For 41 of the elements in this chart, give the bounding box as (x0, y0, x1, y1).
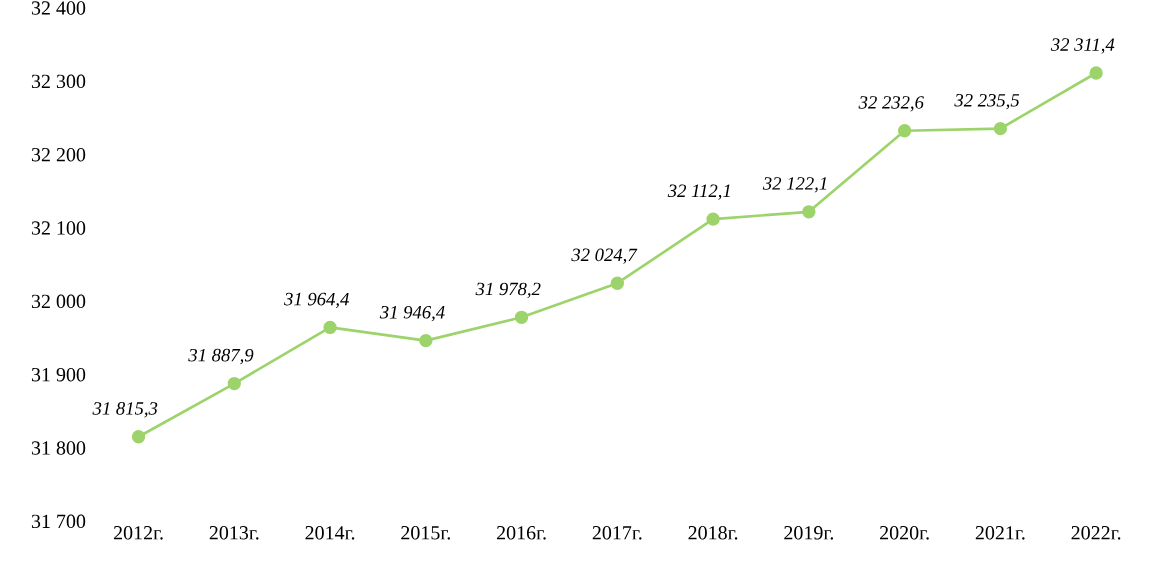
y-tick-label: 32 100 (31, 221, 86, 235)
data-label: 32 311,4 (1050, 38, 1115, 54)
point (323, 320, 337, 335)
point (1089, 66, 1103, 80)
x-tick-label: 2021г. (975, 526, 1025, 540)
y-tick-label: 31 700 (31, 514, 86, 529)
point (802, 205, 816, 219)
y-tick-label: 32 000 (31, 294, 86, 309)
point (706, 212, 720, 226)
data-label: 31 815,3 (92, 402, 158, 418)
x-tick-label: 2016г. (496, 526, 546, 540)
point (610, 276, 625, 290)
y-tick-label: 31 900 (31, 367, 86, 382)
data-label: 32 112,1 (667, 184, 730, 200)
data-label: 31 887,9 (188, 348, 254, 365)
data-label: 32 122,1 (762, 177, 827, 193)
x-tick-label: 2013г. (209, 526, 259, 540)
x-tick-label: 2017г. (592, 526, 642, 540)
x-tick-label: 2015г. (401, 526, 450, 540)
x-tick-label: 2020г. (880, 526, 929, 540)
y-tick-label: 32 200 (31, 147, 86, 162)
point (227, 376, 241, 391)
y-tick-label: 32 400 (31, 1, 86, 15)
x-tick-label: 2014г. (305, 526, 355, 540)
x-tick-label: 2012г. (113, 526, 163, 540)
data-label: 31 964,4 (284, 292, 349, 309)
x-tick-label: 2022г. (1071, 526, 1121, 540)
y-tick-label: 32 300 (31, 74, 86, 89)
x-tick-label: 2018г. (688, 526, 738, 540)
x-tick-label: 2019г. (784, 526, 834, 540)
point (993, 121, 1008, 136)
point (897, 124, 912, 138)
data-label: 31 946,4 (379, 306, 445, 322)
point (419, 333, 433, 348)
point (514, 310, 529, 324)
data-label: 32 024,7 (571, 248, 638, 264)
data-label: 32 232,6 (858, 96, 924, 112)
data-label: 31 978,2 (475, 282, 541, 298)
y-tick-label: 31 800 (31, 441, 86, 455)
point (131, 430, 146, 444)
data-label: 32 235,5 (954, 94, 1020, 110)
